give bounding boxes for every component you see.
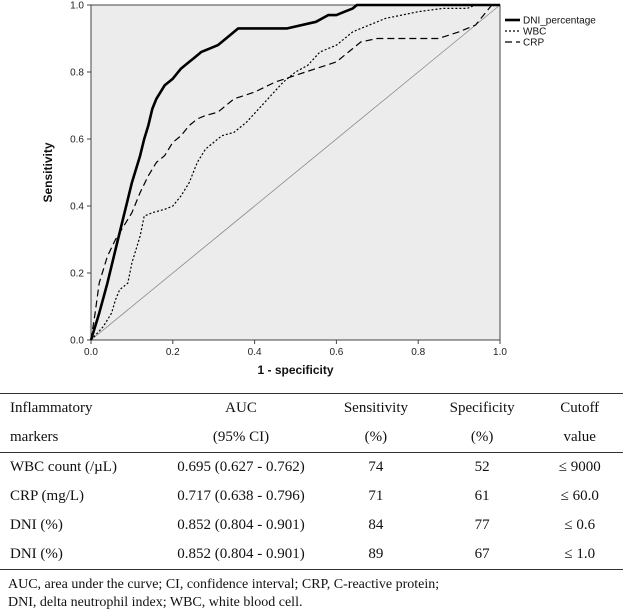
table-row: DNI (%) 0.852 (0.804 - 0.901) 89 67 ≤ 1.…: [0, 540, 623, 570]
table-cell: 74: [368, 459, 384, 475]
footnote-line: AUC, area under the curve; CI, confidenc…: [8, 577, 440, 592]
y-tick-label: 0.6: [70, 135, 84, 146]
x-tick-label: 0.4: [248, 347, 262, 358]
header-cell: AUC: [157, 393, 325, 423]
roc-chart-svg: 0.0 0.2 0.4 0.6 0.8 1.0 0.0 0.2 0.4 0.6 0.8 1.0 1 - …: [41, 1, 596, 378]
table-cell: DNI (%): [10, 517, 63, 533]
header-cell: Inflammatory: [0, 393, 158, 423]
table-row: CRP (mg/L) 0.717 (0.638 - 0.796) 71 61 ≤…: [0, 482, 623, 511]
header-cell: (%): [324, 423, 428, 453]
header-cell: markers: [0, 423, 158, 453]
table-cell: 89: [324, 540, 428, 570]
table-cell: ≤ 1.0: [536, 540, 623, 570]
table-cell: ≤ 0.6: [564, 517, 596, 533]
table-cell: 71: [368, 488, 384, 504]
table-header-row: Inflammatory AUC Sensitivity Specificity…: [0, 393, 623, 423]
legend-label: DNI_percentage: [523, 16, 596, 27]
header-cell: Sensitivity: [324, 393, 428, 423]
y-tick-label: 0.4: [70, 202, 84, 213]
y-tick-label: 0.0: [70, 336, 84, 347]
x-tick-label: 0.8: [411, 347, 425, 358]
y-axis-title: Sensitivity: [41, 142, 55, 202]
table-row: DNI (%) 0.852 (0.804 - 0.901) 84 77 ≤ 0.…: [0, 511, 623, 540]
table-header-row: markers (95% CI) (%) (%) value: [0, 423, 623, 453]
table-cell: 0.717 (0.638 - 0.796): [177, 488, 305, 504]
footnote-line: DNI, delta neutrophil index; WBC, white …: [8, 595, 303, 610]
y-tick-label: 0.2: [70, 269, 84, 280]
table-cell: ≤ 9000: [558, 459, 601, 475]
x-tick-label: 0.2: [166, 347, 180, 358]
table-cell: 0.695 (0.627 - 0.762): [177, 459, 305, 475]
y-tick-label: 0.8: [70, 68, 84, 79]
table-footnote: AUC, area under the curve; CI, confidenc…: [0, 570, 625, 612]
x-tick-label: 0.6: [329, 347, 343, 358]
header-cell: value: [536, 423, 623, 453]
header-cell: (95% CI): [157, 423, 325, 453]
table-cell: 84: [368, 517, 384, 533]
table-cell: 0.852 (0.804 - 0.901): [157, 540, 325, 570]
series-line-wbc: [90, 4, 500, 341]
series-line-crp: [90, 4, 500, 341]
results-table-block: Inflammatory AUC Sensitivity Specificity…: [0, 393, 625, 612]
table-row: WBC count (/µL) 0.695 (0.627 - 0.762) 74…: [0, 453, 623, 483]
x-tick-label: 1.0: [493, 347, 507, 358]
header-cell: Cutoff: [536, 393, 623, 423]
table-cell: 0.852 (0.804 - 0.901): [177, 517, 305, 533]
table-cell: ≤ 60.0: [560, 488, 599, 504]
series-line-dni-percentage: [89, 3, 500, 341]
markers-table: Inflammatory AUC Sensitivity Specificity…: [0, 393, 623, 570]
reference-diagonal: [90, 4, 501, 341]
x-tick-label: 0.0: [84, 347, 98, 358]
table-cell: DNI (%): [0, 540, 158, 570]
header-cell: (%): [427, 423, 537, 453]
table-cell: 61: [474, 488, 490, 504]
header-cell: Specificity: [427, 393, 537, 423]
table-cell: CRP (mg/L): [10, 488, 85, 504]
table-cell: 67: [427, 540, 537, 570]
legend-label: WBC: [523, 27, 546, 38]
table-cell: 77: [474, 517, 490, 533]
x-axis-title: 1 - specificity: [257, 363, 333, 377]
y-tick-label: 1.0: [70, 1, 84, 12]
legend-label: CRP: [523, 38, 544, 49]
table-cell: 52: [474, 459, 490, 475]
table-cell: WBC count (/µL): [10, 459, 117, 475]
roc-chart: 0.0 0.2 0.4 0.6 0.8 1.0 0.0 0.2 0.4 0.6 0.8 1.0 1 - …: [41, 1, 596, 378]
